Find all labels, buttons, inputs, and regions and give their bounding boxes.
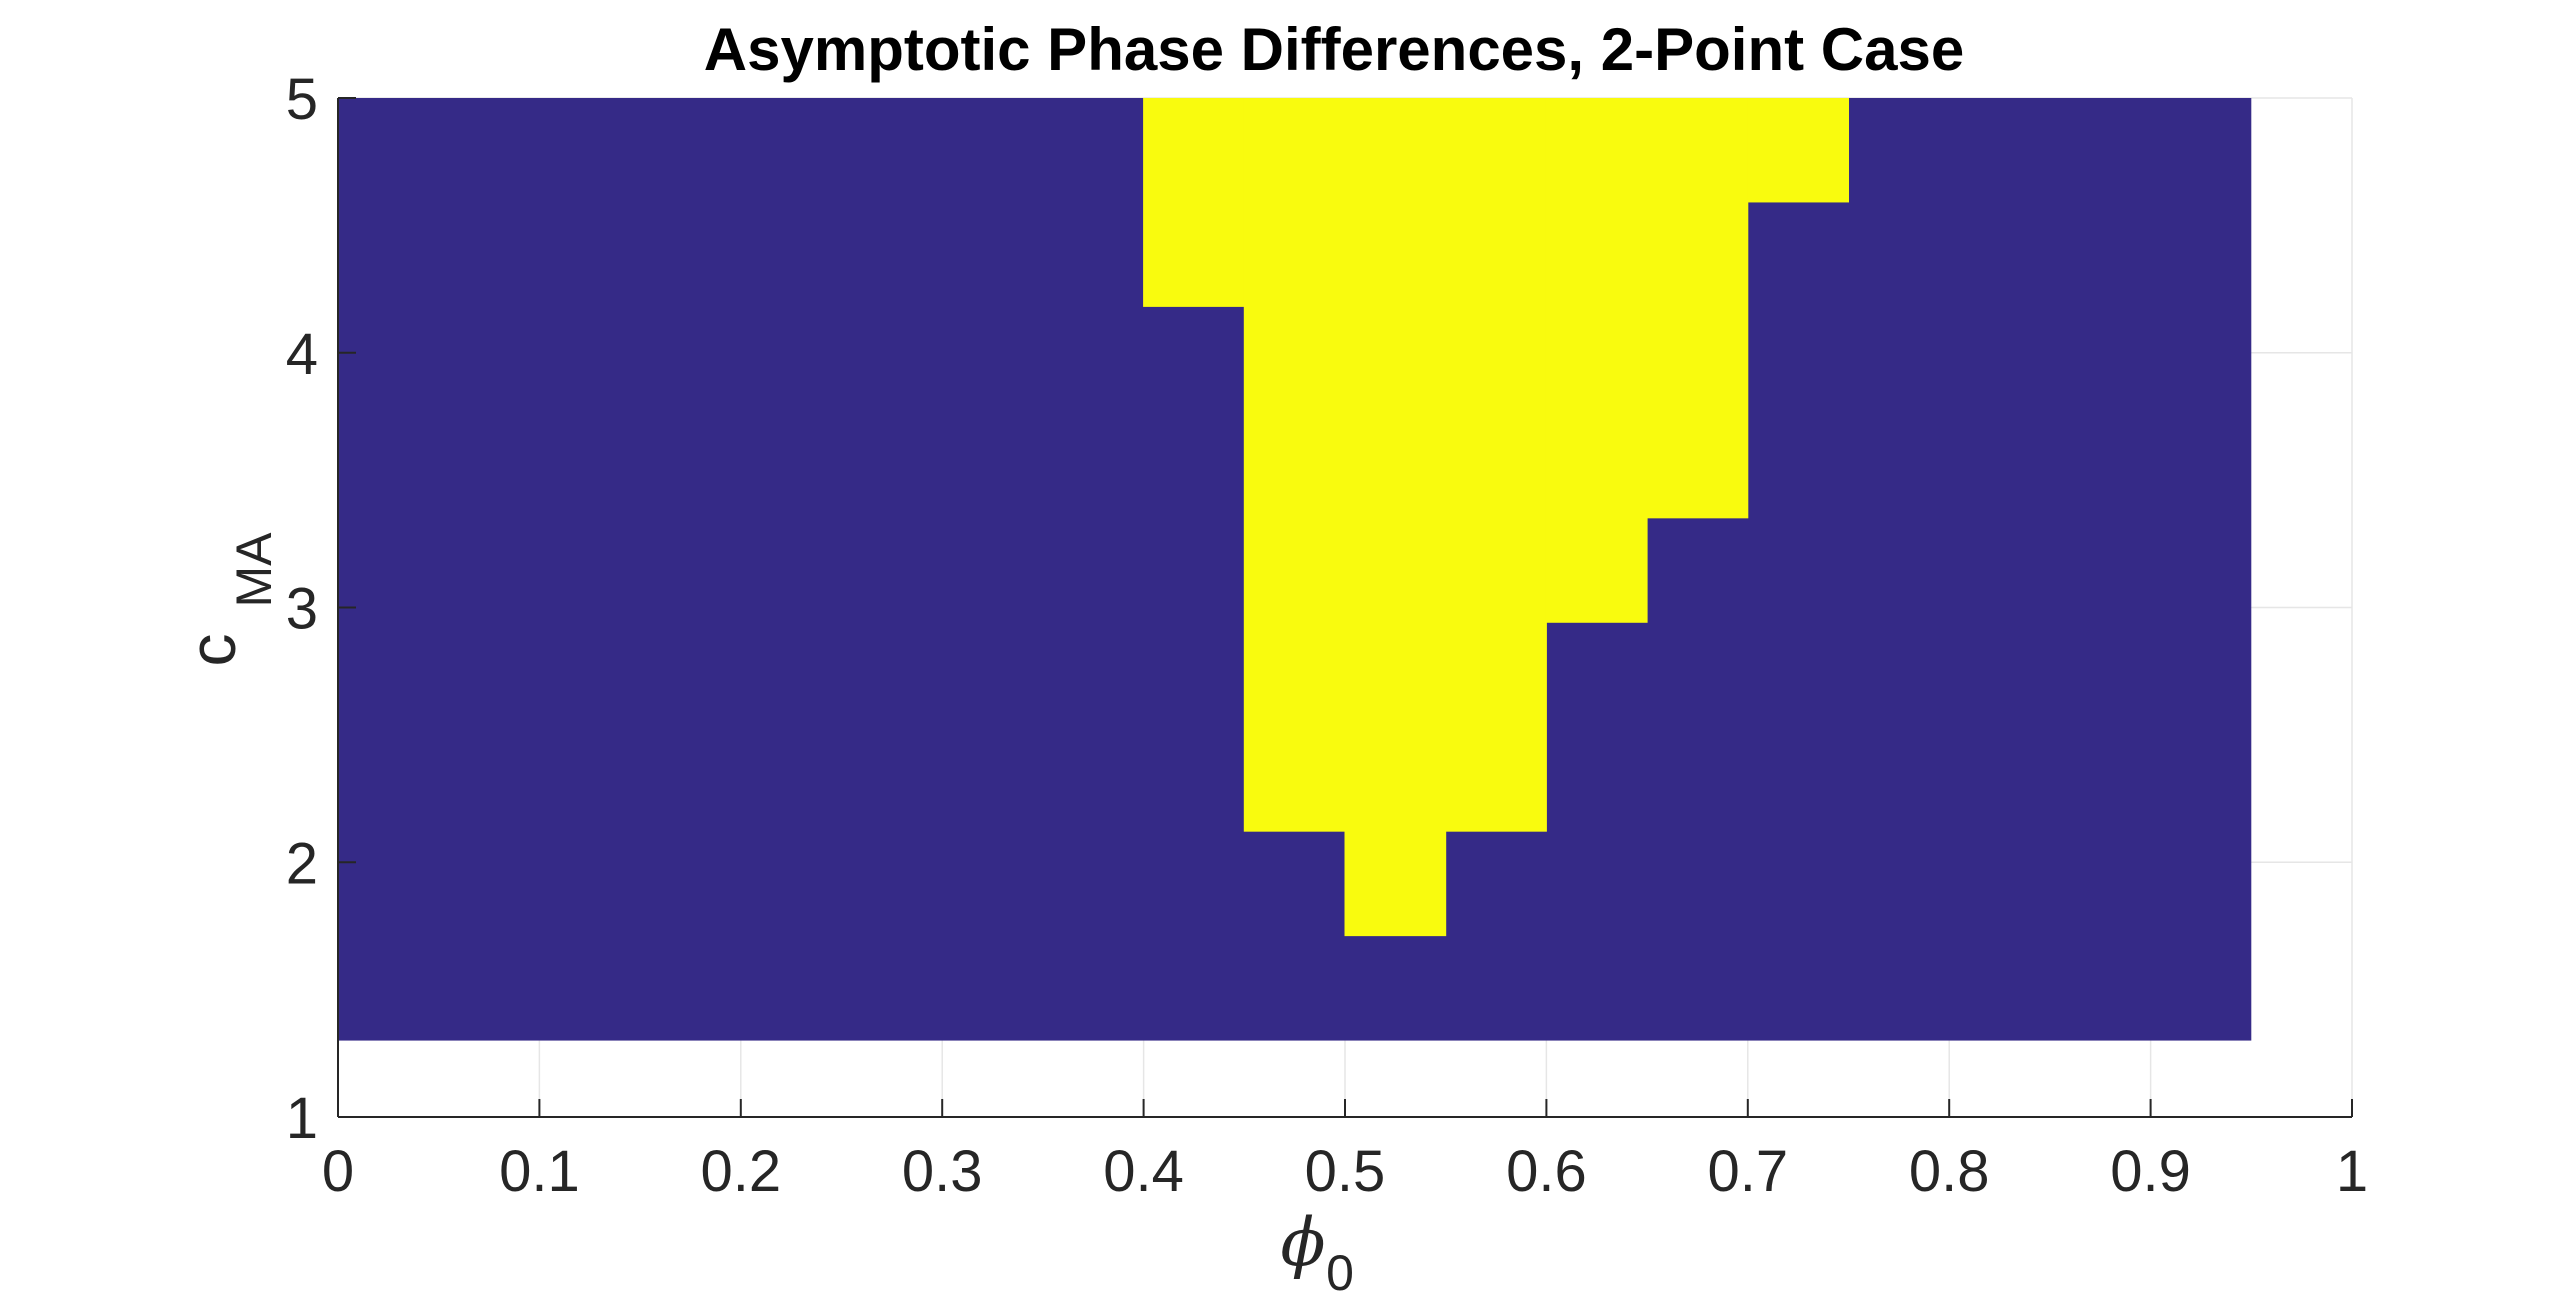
x-tick-label-6: 0.6 xyxy=(1506,1139,1587,1204)
x-tick-label-3: 0.3 xyxy=(902,1139,983,1204)
x-axis-label-subscript: 0 xyxy=(1326,1245,1354,1298)
x-tick-label-8: 0.8 xyxy=(1909,1139,1990,1204)
tick-labels: 0 0.1 0.2 0.3 0.4 0.5 0.6 0.7 0.8 0.9 1 1 2 3 4 5 xyxy=(286,67,2368,1204)
heatmap-cell-high-2 xyxy=(1344,98,1447,937)
chart-title: Asymptotic Phase Differences, 2-Point Ca… xyxy=(704,16,1964,83)
y-tick-label-0: 1 xyxy=(286,1086,318,1151)
x-tick-label-7: 0.7 xyxy=(1707,1139,1788,1204)
x-axis-label: ϕ 0 xyxy=(1281,1204,1354,1298)
y-tick-label-2: 3 xyxy=(286,577,318,642)
heatmap-cell-high-5 xyxy=(1646,98,1749,519)
x-tick-label-9: 0.9 xyxy=(2110,1139,2191,1204)
x-tick-label-5: 0.5 xyxy=(1305,1139,1386,1204)
y-tick-label-4: 5 xyxy=(286,67,318,132)
y-tick-label-3: 4 xyxy=(286,322,318,387)
x-tick-label-4: 0.4 xyxy=(1103,1139,1184,1204)
x-tick-label-10: 1 xyxy=(2336,1139,2368,1204)
x-tick-label-1: 0.1 xyxy=(499,1139,580,1204)
x-axis-label-main: ϕ xyxy=(1281,1204,1326,1281)
heatmap-cell-high-3 xyxy=(1445,98,1547,832)
heatmap-cell-high-6 xyxy=(1747,98,1849,203)
axes xyxy=(337,97,2353,1118)
y-axis-label: c MA xyxy=(175,532,282,667)
y-tick-label-1: 2 xyxy=(286,831,318,896)
y-axis-label-subscript: MA xyxy=(226,532,282,608)
x-tick-label-2: 0.2 xyxy=(700,1139,781,1204)
x-tick-label-0: 0 xyxy=(322,1139,354,1204)
heatmap-cell-high-1 xyxy=(1243,98,1346,832)
heatmap-cells xyxy=(338,98,2252,1041)
heatmap-cell-high-4 xyxy=(1545,98,1648,623)
heatmap-cell-high-0 xyxy=(1143,98,1245,307)
y-axis-label-main: c xyxy=(175,634,249,667)
